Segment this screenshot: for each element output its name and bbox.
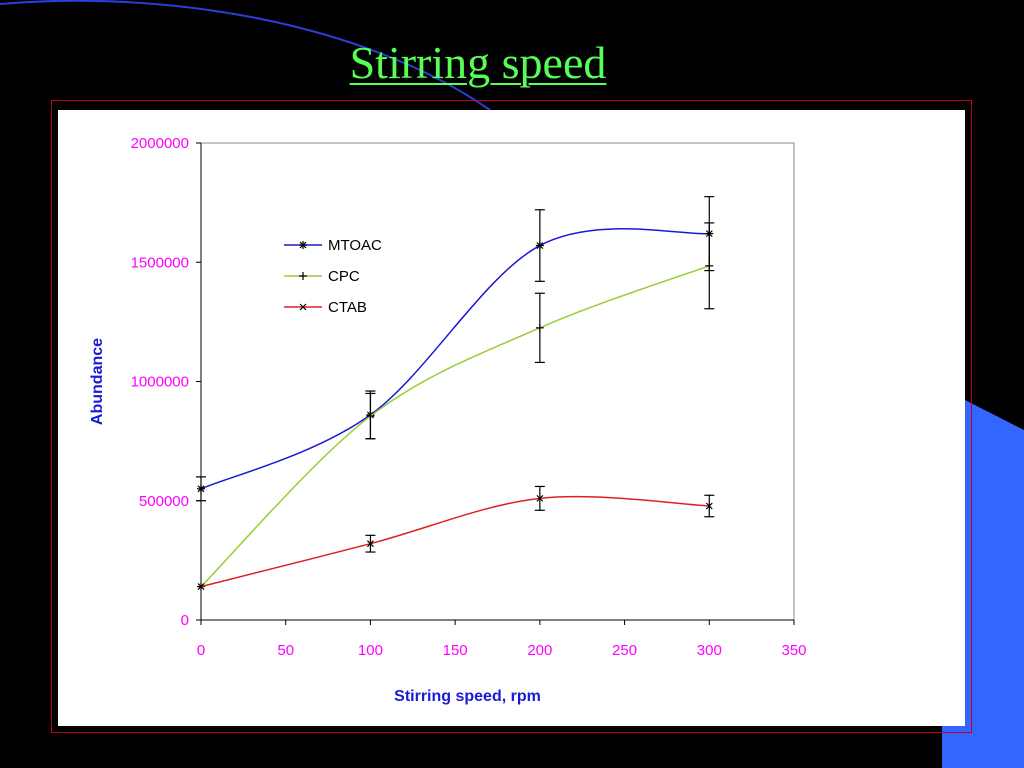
- x-tick-label: 100: [358, 642, 383, 659]
- marker-stroke: [299, 303, 307, 311]
- marker-stroke: [197, 583, 205, 591]
- y-tick-label: 0: [181, 612, 189, 629]
- legend-marker: [299, 241, 307, 249]
- y-tick-label: 2000000: [131, 135, 189, 152]
- data-point-cpc: [705, 261, 714, 270]
- data-point-mtoac: [535, 241, 544, 250]
- marker-stroke: [299, 241, 307, 249]
- y-tick-label: 1500000: [131, 254, 189, 271]
- legend-item-mtoac: MTOAC: [284, 237, 382, 254]
- legend-label: CTAB: [328, 299, 367, 316]
- series-line-mtoac: [200, 228, 710, 490]
- chart-frame: [51, 100, 972, 733]
- data-point-cpc: [366, 412, 375, 421]
- y-tick-label: 500000: [139, 493, 189, 510]
- accent-shape: [942, 400, 1024, 768]
- x-tick-label: 50: [277, 642, 294, 659]
- data-point-mtoac: [197, 484, 205, 493]
- legend-marker: [299, 303, 307, 311]
- data-point-ctab: [705, 502, 713, 510]
- x-tick-label: 350: [781, 642, 806, 659]
- slide-title: Stirring speed: [349, 37, 607, 88]
- legend-label: CPC: [328, 268, 360, 285]
- legend-item-ctab: CTAB: [284, 299, 367, 316]
- marker-stroke: [536, 242, 544, 249]
- y-axis-label: Abundance: [89, 338, 106, 425]
- decorative-curve: [0, 0, 491, 111]
- series-line-cpc: [200, 265, 710, 588]
- legend-marker: [299, 272, 307, 280]
- data-point-cpc: [535, 323, 544, 332]
- legend-label: MTOAC: [328, 237, 382, 254]
- x-tick-label: 300: [697, 642, 722, 659]
- plot-area: [200, 142, 795, 621]
- marker-stroke: [367, 540, 374, 548]
- x-tick-label: 0: [197, 642, 205, 659]
- marker-stroke: [197, 485, 205, 493]
- data-point-ctab: [536, 494, 544, 502]
- x-tick-label: 250: [612, 642, 637, 659]
- chart-panel: 0 500000 1000000 1500000 2000000 0 50 100 150 200…: [58, 110, 965, 726]
- marker-stroke: [536, 494, 544, 502]
- legend-item-cpc: CPC: [284, 268, 360, 285]
- x-axis-label: Stirring speed, rpm: [394, 688, 541, 705]
- series-line-ctab: [200, 495, 710, 588]
- data-point-ctab: [367, 540, 374, 548]
- y-tick-label: 1000000: [131, 374, 189, 391]
- data-point-ctab: [197, 583, 205, 591]
- x-tick-label: 150: [443, 642, 468, 659]
- line-chart: 0 500000 1000000 1500000 2000000 0 50 100 150 200…: [89, 135, 807, 705]
- marker-stroke: [705, 502, 713, 510]
- x-tick-label: 200: [527, 642, 552, 659]
